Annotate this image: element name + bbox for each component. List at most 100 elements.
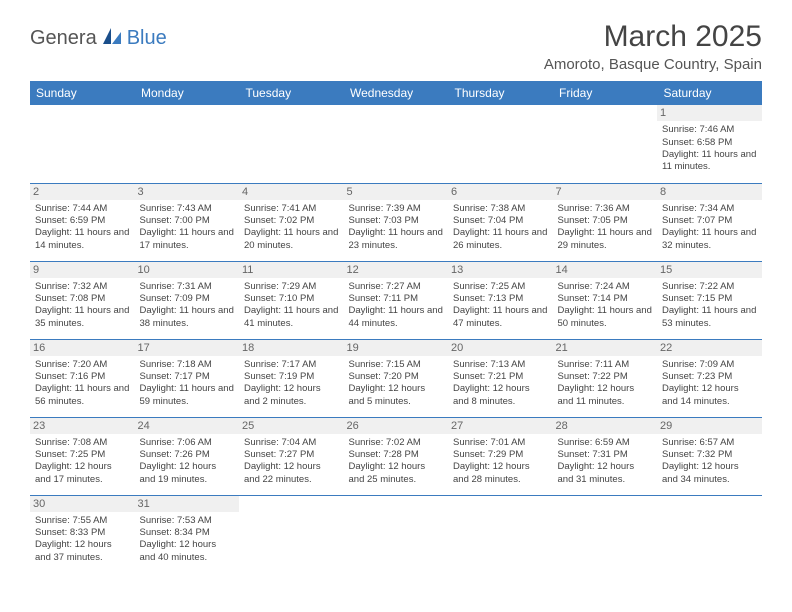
calendar-cell: 7 Sunrise: 7:36 AMSunset: 7:05 PMDaylight… [553,183,658,261]
sunrise-text: Sunrise: 7:55 AM [35,515,130,527]
daylight-text: Daylight: 11 hours and 29 minutes. [558,227,653,252]
calendar-cell: 2Sunrise: 7:44 AMSunset: 6:59 PMDaylight… [30,183,135,261]
calendar-cell [239,495,344,573]
daylight-text: Daylight: 12 hours and 8 minutes. [453,383,548,408]
day-number: 19 [344,340,449,356]
logo-text-blue: Blue [127,27,167,50]
sunset-text: Sunset: 7:31 PM [558,449,653,461]
calendar-cell [344,105,449,183]
sunrise-text: Sunrise: 7:27 AM [349,281,444,293]
daylight-text: Daylight: 12 hours and 22 minutes. [244,461,339,486]
daylight-text: Daylight: 11 hours and 50 minutes. [558,305,653,330]
calendar-cell [657,495,762,573]
weekday-header: Saturday [657,81,762,105]
sunrise-text: Sunrise: 7:13 AM [453,359,548,371]
day-number: 25 [239,418,344,434]
sunset-text: Sunset: 7:09 PM [140,293,235,305]
calendar-cell: 1Sunrise: 7:46 AMSunset: 6:58 PMDaylight… [657,105,762,183]
weekday-header: Wednesday [344,81,449,105]
calendar-page: Genera Blue March 2025 Amoroto, Basque C… [0,0,792,593]
sunset-text: Sunset: 7:27 PM [244,449,339,461]
day-number: 21 [553,340,658,356]
sunrise-text: Sunrise: 7:08 AM [35,437,130,449]
calendar-cell: 25Sunrise: 7:04 AMSunset: 7:27 PMDayligh… [239,417,344,495]
calendar-cell: 6Sunrise: 7:38 AMSunset: 7:04 PMDaylight… [448,183,553,261]
calendar-cell [344,495,449,573]
day-number: 20 [448,340,553,356]
day-number: 5 [344,184,449,200]
calendar-table: Sunday Monday Tuesday Wednesday Thursday… [30,81,762,573]
day-number: 7 [553,184,658,200]
daylight-text: Daylight: 11 hours and 20 minutes. [244,227,339,252]
sunrise-text: Sunrise: 7:46 AM [662,124,757,136]
sunrise-text: Sunrise: 7:01 AM [453,437,548,449]
calendar-cell: 24Sunrise: 7:06 AMSunset: 7:26 PMDayligh… [135,417,240,495]
day-number: 24 [135,418,240,434]
day-number: 13 [448,262,553,278]
calendar-row: 23Sunrise: 7:08 AMSunset: 7:25 PMDayligh… [30,417,762,495]
sunset-text: Sunset: 7:17 PM [140,371,235,383]
sunrise-text: Sunrise: 7:17 AM [244,359,339,371]
header: Genera Blue March 2025 Amoroto, Basque C… [30,20,762,73]
location: Amoroto, Basque Country, Spain [544,56,762,73]
calendar-row: 9Sunrise: 7:32 AMSunset: 7:08 PMDaylight… [30,261,762,339]
sunrise-text: Sunrise: 7:29 AM [244,281,339,293]
month-title: March 2025 [544,20,762,54]
daylight-text: Daylight: 11 hours and 38 minutes. [140,305,235,330]
calendar-cell: 8Sunrise: 7:34 AMSunset: 7:07 PMDaylight… [657,183,762,261]
calendar-cell: 9Sunrise: 7:32 AMSunset: 7:08 PMDaylight… [30,261,135,339]
sunset-text: Sunset: 7:16 PM [35,371,130,383]
sunrise-text: Sunrise: 7:36 AM [558,203,653,215]
day-number: 22 [657,340,762,356]
sunset-text: Sunset: 8:33 PM [35,527,130,539]
calendar-cell: 12Sunrise: 7:27 AMSunset: 7:11 PMDayligh… [344,261,449,339]
calendar-cell: 27Sunrise: 7:01 AMSunset: 7:29 PMDayligh… [448,417,553,495]
calendar-cell: 13Sunrise: 7:25 AMSunset: 7:13 PMDayligh… [448,261,553,339]
logo: Genera Blue [30,26,167,51]
sunrise-text: Sunrise: 6:59 AM [558,437,653,449]
sunrise-text: Sunrise: 7:02 AM [349,437,444,449]
calendar-cell: 17Sunrise: 7:18 AMSunset: 7:17 PMDayligh… [135,339,240,417]
daylight-text: Daylight: 11 hours and 11 minutes. [662,149,757,174]
calendar-cell: 4 Sunrise: 7:41 AMSunset: 7:02 PMDaylight… [239,183,344,261]
daylight-text: Daylight: 12 hours and 40 minutes. [140,539,235,564]
day-number: 8 [657,184,762,200]
day-number: 11 [239,262,344,278]
day-number: 10 [135,262,240,278]
calendar-cell: 31Sunrise: 7:53 AMSunset: 8:34 PMDayligh… [135,495,240,573]
weekday-header: Monday [135,81,240,105]
calendar-cell: 16Sunrise: 7:20 AMSunset: 7:16 PMDayligh… [30,339,135,417]
daylight-text: Daylight: 11 hours and 35 minutes. [35,305,130,330]
calendar-cell: 11Sunrise: 7:29 AMSunset: 7:10 PMDayligh… [239,261,344,339]
sunset-text: Sunset: 7:02 PM [244,215,339,227]
sunset-text: Sunset: 7:20 PM [349,371,444,383]
calendar-cell: 28Sunrise: 6:59 AMSunset: 7:31 PMDayligh… [553,417,658,495]
daylight-text: Daylight: 11 hours and 59 minutes. [140,383,235,408]
sunrise-text: Sunrise: 7:34 AM [662,203,757,215]
daylight-text: Daylight: 11 hours and 41 minutes. [244,305,339,330]
daylight-text: Daylight: 12 hours and 5 minutes. [349,383,444,408]
daylight-text: Daylight: 12 hours and 19 minutes. [140,461,235,486]
calendar-row: 1Sunrise: 7:46 AMSunset: 6:58 PMDaylight… [30,105,762,183]
calendar-row: 16Sunrise: 7:20 AMSunset: 7:16 PMDayligh… [30,339,762,417]
sunrise-text: Sunrise: 7:06 AM [140,437,235,449]
calendar-cell: 23Sunrise: 7:08 AMSunset: 7:25 PMDayligh… [30,417,135,495]
calendar-cell: 30Sunrise: 7:55 AMSunset: 8:33 PMDayligh… [30,495,135,573]
sunset-text: Sunset: 7:29 PM [453,449,548,461]
sunset-text: Sunset: 7:04 PM [453,215,548,227]
daylight-text: Daylight: 11 hours and 53 minutes. [662,305,757,330]
sunset-text: Sunset: 8:34 PM [140,527,235,539]
sunrise-text: Sunrise: 7:41 AM [244,203,339,215]
calendar-row: 2Sunrise: 7:44 AMSunset: 6:59 PMDaylight… [30,183,762,261]
calendar-cell: 18Sunrise: 7:17 AMSunset: 7:19 PMDayligh… [239,339,344,417]
daylight-text: Daylight: 11 hours and 17 minutes. [140,227,235,252]
daylight-text: Daylight: 12 hours and 14 minutes. [662,383,757,408]
sunset-text: Sunset: 7:00 PM [140,215,235,227]
daylight-text: Daylight: 12 hours and 34 minutes. [662,461,757,486]
calendar-cell: 21Sunrise: 7:11 AMSunset: 7:22 PMDayligh… [553,339,658,417]
calendar-cell: 22Sunrise: 7:09 AMSunset: 7:23 PMDayligh… [657,339,762,417]
day-number: 4 [239,184,344,200]
sunset-text: Sunset: 7:11 PM [349,293,444,305]
calendar-cell: 10Sunrise: 7:31 AMSunset: 7:09 PMDayligh… [135,261,240,339]
sunset-text: Sunset: 7:05 PM [558,215,653,227]
